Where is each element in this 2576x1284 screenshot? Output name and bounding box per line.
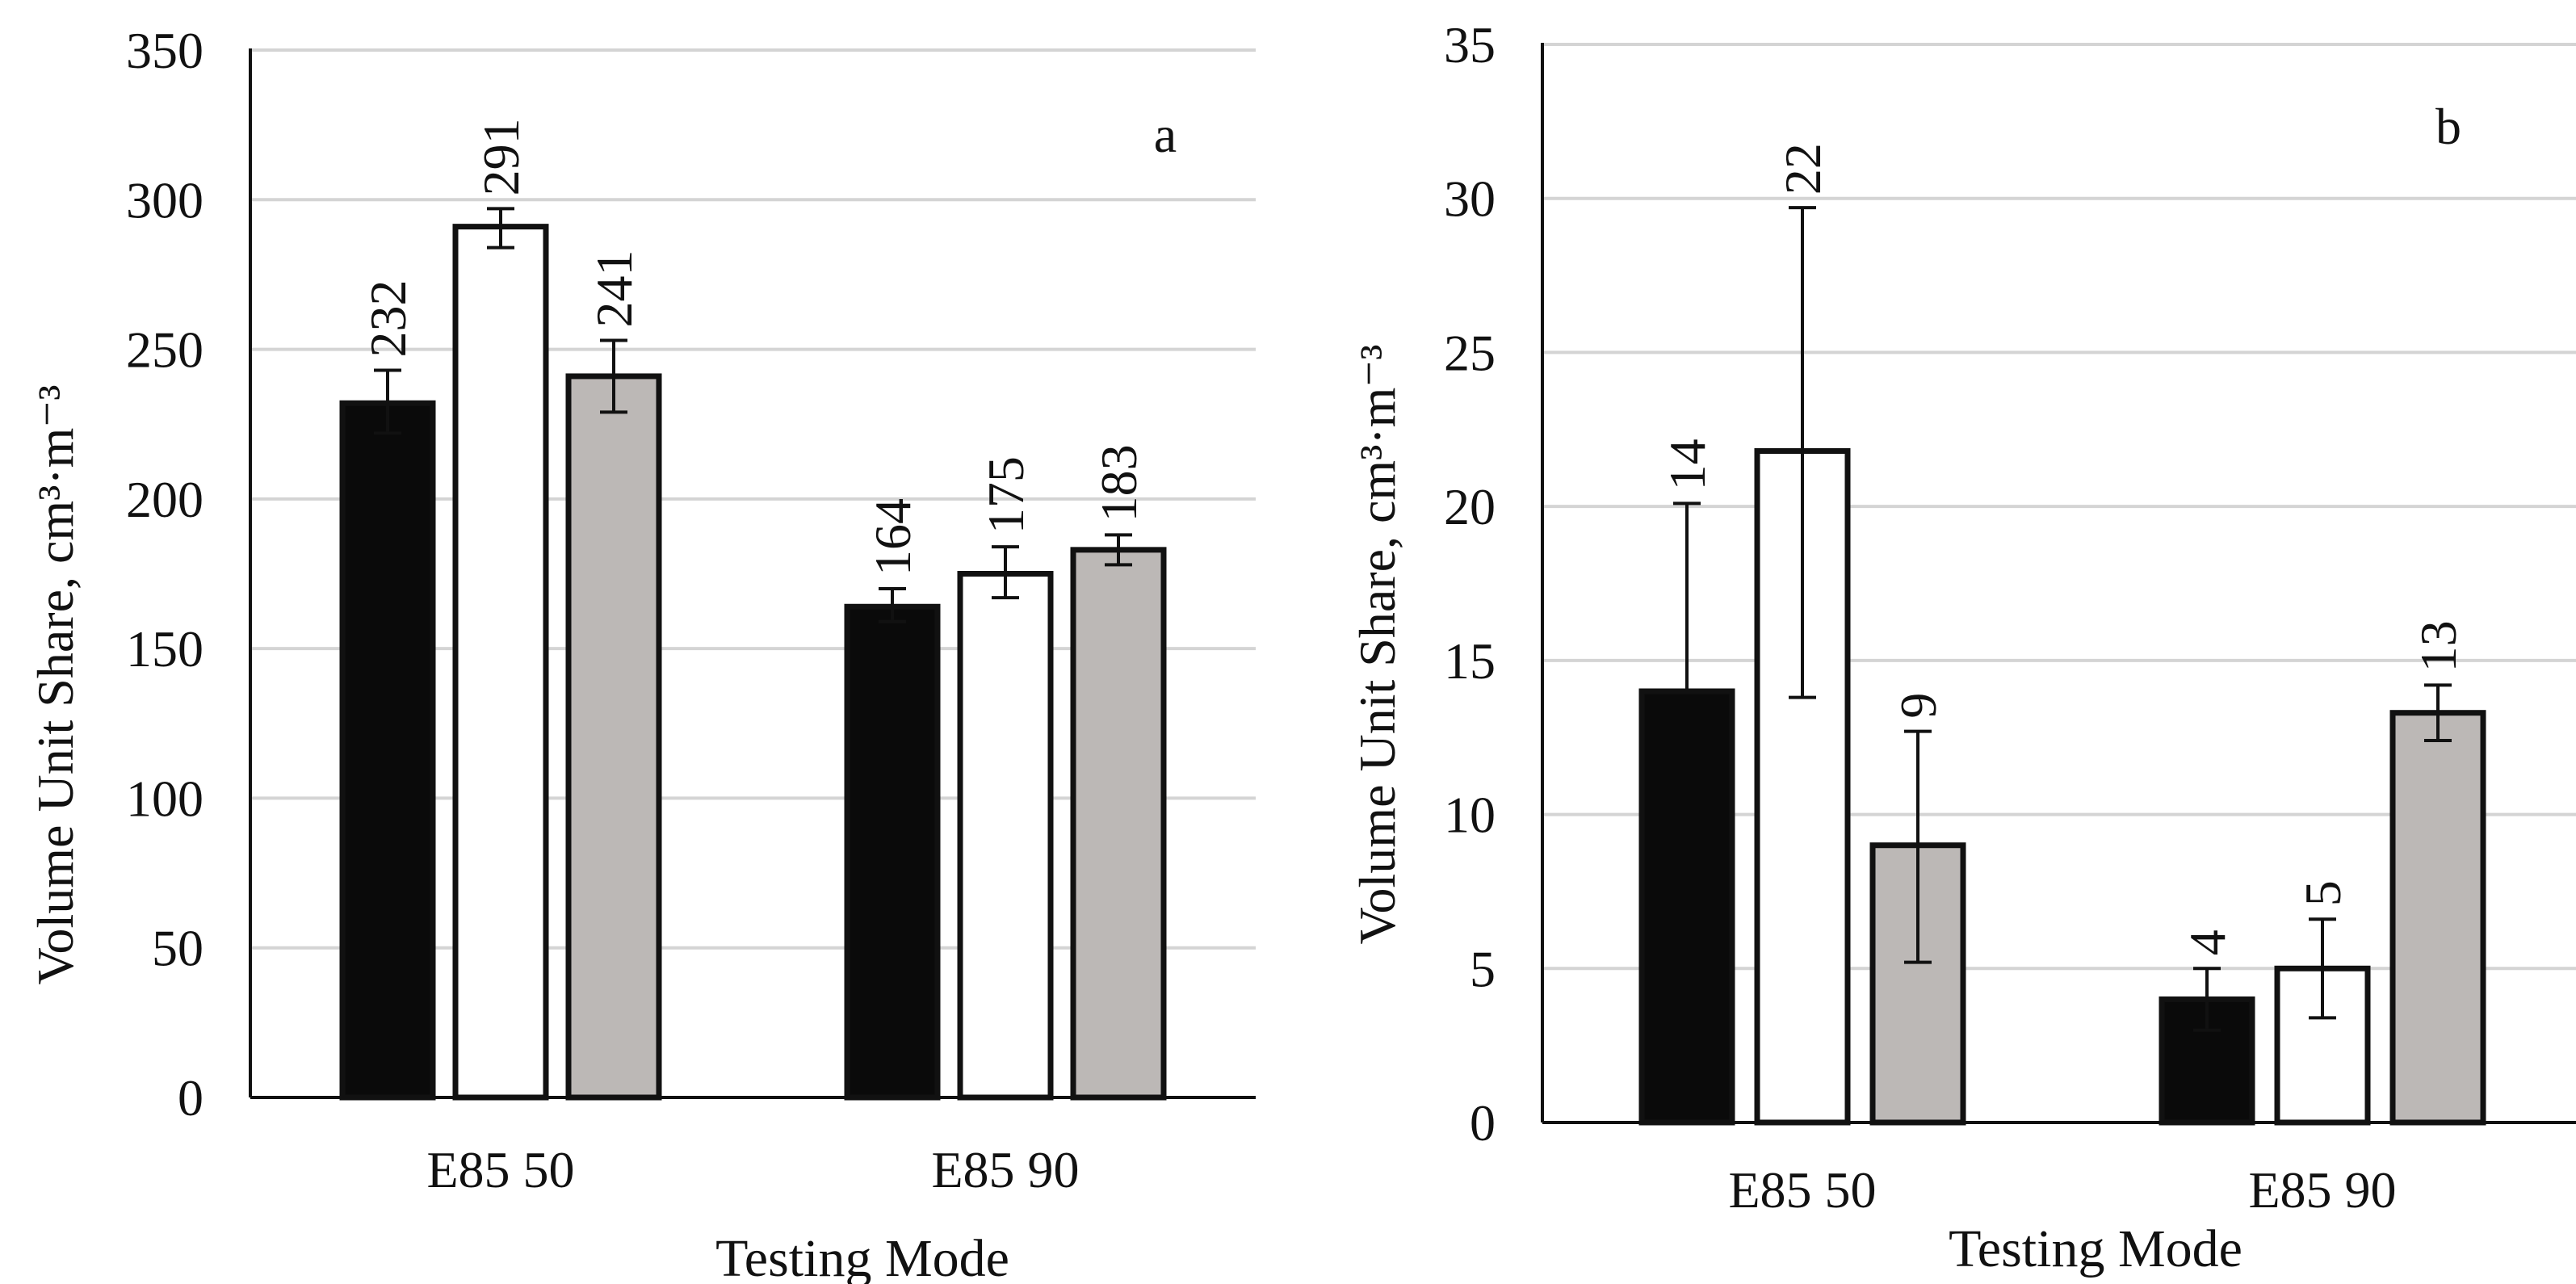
y-tick-label: 20 bbox=[1444, 478, 1496, 535]
data-label: 175 bbox=[977, 456, 1034, 534]
y-axis-label: Volume Unit Share, cm³·m⁻³ bbox=[1349, 345, 1406, 945]
y-tick-label: 25 bbox=[1444, 324, 1496, 381]
bar bbox=[1638, 688, 1735, 1126]
chart-panel-b: 0 5 10 15 20 25 30 35 14 4 22 5 9 13 E85 50 E85 90Testi… bbox=[1349, 16, 2576, 1278]
bar bbox=[339, 400, 436, 1101]
bar bbox=[452, 224, 549, 1101]
y-tick-label: 10 bbox=[1444, 787, 1496, 844]
data-label: 183 bbox=[1090, 444, 1147, 522]
y-tick-label: 100 bbox=[126, 770, 203, 827]
y-tick-label: 5 bbox=[1470, 940, 1496, 997]
y-tick-label: 0 bbox=[178, 1069, 203, 1127]
y-tick-label: 300 bbox=[126, 171, 203, 229]
y-tick-label: 250 bbox=[126, 321, 203, 379]
y-tick-label: 150 bbox=[126, 620, 203, 678]
category-label: E85 50 bbox=[1728, 1161, 1876, 1219]
chart-panel-a: 0 50 100 150 200 250 300 350 232 164 291 175 241 183 E… bbox=[27, 22, 1256, 1284]
bar bbox=[565, 373, 662, 1101]
y-tick-label: 200 bbox=[126, 471, 203, 528]
data-label: 232 bbox=[359, 280, 417, 358]
x-axis-label: Testing Mode bbox=[715, 1229, 1009, 1284]
data-label: 164 bbox=[864, 498, 921, 576]
data-label: 9 bbox=[1890, 693, 1947, 719]
panel-label: b bbox=[2435, 98, 2461, 155]
y-tick-label: 0 bbox=[1470, 1094, 1496, 1152]
data-label: 13 bbox=[2410, 620, 2467, 672]
x-axis-label: Testing Mode bbox=[1949, 1219, 2242, 1278]
y-axis-label: Volume Unit Share, cm³·m⁻³ bbox=[27, 385, 84, 985]
data-label: 14 bbox=[1659, 438, 1716, 490]
y-tick-label: 350 bbox=[126, 22, 203, 79]
category-label: E85 50 bbox=[426, 1141, 574, 1198]
bar bbox=[2389, 710, 2486, 1126]
y-tick-label: 50 bbox=[152, 920, 203, 977]
y-tick-label: 30 bbox=[1444, 170, 1496, 228]
panel-label: a bbox=[1154, 106, 1177, 163]
y-tick-label: 15 bbox=[1444, 632, 1496, 690]
data-label: 4 bbox=[2179, 929, 2236, 955]
category-label: E85 90 bbox=[931, 1141, 1079, 1198]
bar bbox=[1070, 547, 1167, 1101]
data-label: 5 bbox=[2294, 880, 2352, 906]
y-tick-label: 35 bbox=[1444, 16, 1496, 73]
bar bbox=[957, 571, 1054, 1101]
bar bbox=[844, 603, 941, 1101]
data-label: 22 bbox=[1774, 143, 1831, 195]
category-label: E85 90 bbox=[2248, 1161, 2396, 1219]
data-label: 241 bbox=[585, 250, 643, 327]
data-label: 291 bbox=[472, 118, 530, 195]
